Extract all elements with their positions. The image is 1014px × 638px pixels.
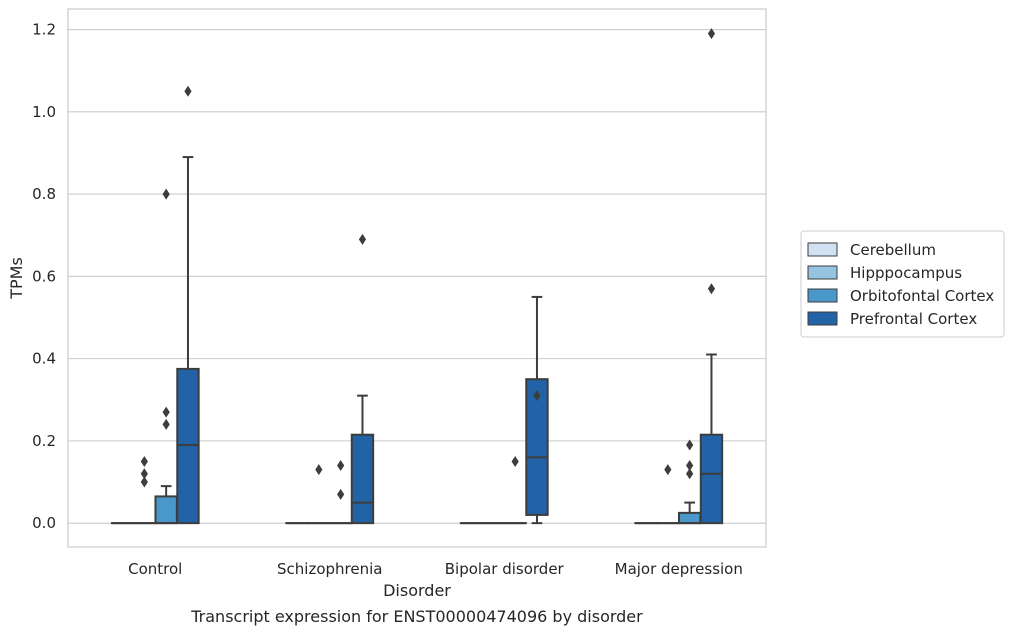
box-body [177,369,198,523]
legend-swatch [808,312,837,325]
outlier-point [141,456,148,467]
legend-label: Orbitofontal Cortex [850,287,994,305]
y-tick-label: 0.8 [32,185,56,203]
outlier-point [184,86,191,97]
outlier-point [163,189,170,200]
box-body [701,435,722,523]
outlier-point [337,489,344,500]
y-tick-label: 1.2 [32,21,56,39]
box-prefrontal-cortex [701,28,722,523]
outlier-point [163,407,170,418]
grid-lines [68,30,766,524]
x-axis-label: Disorder [383,581,451,600]
x-tick-labels: Control Schizophrenia Bipolar disorder Majo… [128,560,743,578]
x-tick-label: Schizophrenia [277,560,382,578]
legend-item: Orbitofontal Cortex [808,287,994,305]
outlier-point [664,464,671,475]
box-body [155,496,176,523]
box-hipppocampus [657,464,678,523]
legend-item: Hipppocampus [808,264,962,282]
box-orbitofontal-cortex [155,189,176,524]
x-tick-label: Control [128,560,182,578]
chart-caption: Transcript expression for ENST0000047409… [190,607,643,626]
x-tick-label: Bipolar disorder [445,560,565,578]
outlier-point [512,456,519,467]
legend-swatch [808,289,837,302]
box-body [352,435,373,523]
outlier-point [315,464,322,475]
legend-swatch [808,243,837,256]
y-tick-label: 0.0 [32,514,56,532]
outlier-point [359,234,366,245]
legend-label: Prefrontal Cortex [850,310,977,328]
box-orbitofontal-cortex [679,439,700,523]
legend-item: Cerebellum [808,241,936,259]
box-prefrontal-cortex [526,297,547,523]
legend-label: Cerebellum [850,241,936,259]
y-tick-label: 0.4 [32,350,56,368]
y-tick-label: 1.0 [32,103,56,121]
y-tick-labels: 0.0 0.2 0.4 0.6 0.8 1.0 1.2 [32,21,56,533]
box-hipppocampus [134,456,155,523]
x-tick-label: Major depression [615,560,743,578]
outlier-point [163,419,170,430]
box-body [679,513,700,523]
box-prefrontal-cortex [352,234,373,523]
box-orbitofontal-cortex [330,460,351,523]
plot-frame [68,9,766,547]
legend: Cerebellum Hipppocampus Orbitofontal Corte… [801,231,1004,337]
outlier-point [708,283,715,294]
box-hipppocampus [308,464,329,523]
outlier-point [337,460,344,471]
outlier-point [141,468,148,479]
outlier-point [686,460,693,471]
y-tick-label: 0.2 [32,432,56,450]
legend-item: Prefrontal Cortex [808,310,977,328]
box-prefrontal-cortex [177,86,198,523]
y-axis-label: TPMs [7,257,26,300]
legend-label: Hipppocampus [850,264,962,282]
y-tick-label: 0.6 [32,267,56,285]
legend-swatch [808,266,837,279]
box-layer [112,28,722,523]
box-orbitofontal-cortex [504,456,525,523]
